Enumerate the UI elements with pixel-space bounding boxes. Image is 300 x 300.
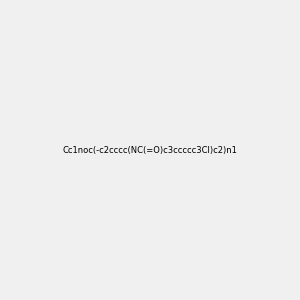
Text: Cc1noc(-c2cccc(NC(=O)c3ccccc3Cl)c2)n1: Cc1noc(-c2cccc(NC(=O)c3ccccc3Cl)c2)n1 [63,146,237,154]
